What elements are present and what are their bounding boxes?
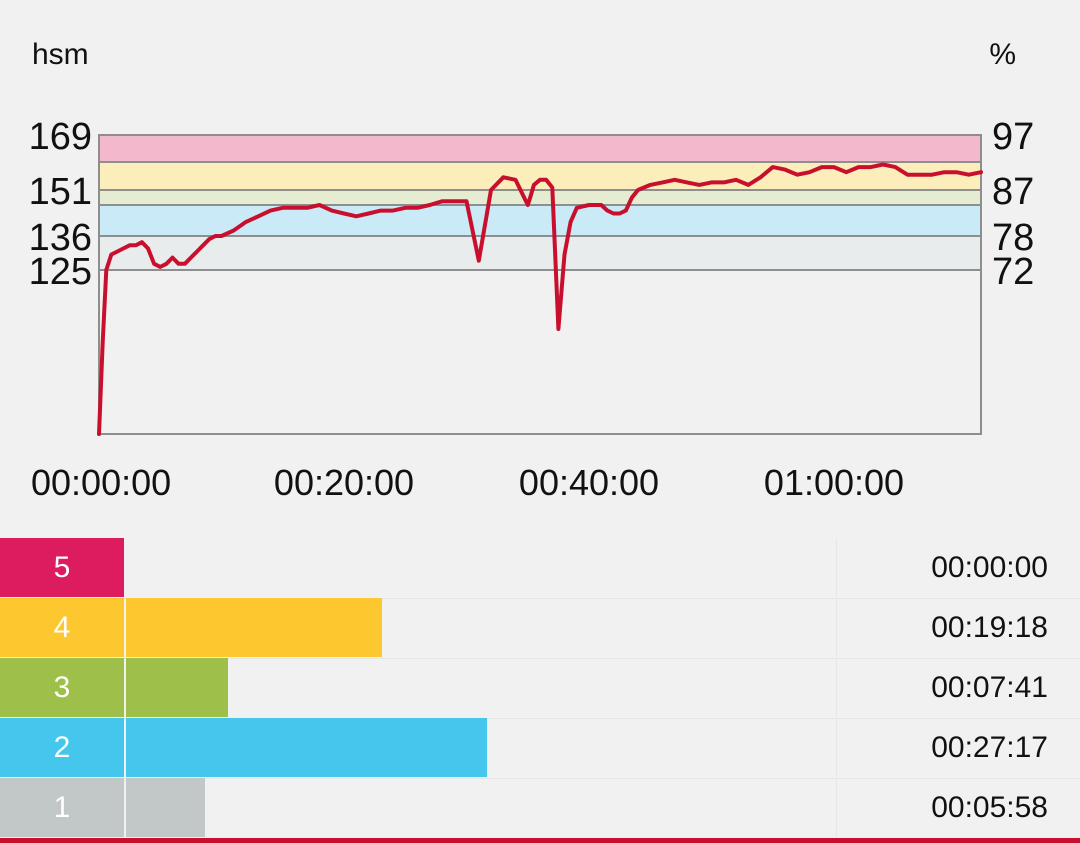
zone-duration-text: 00:05:58 (931, 790, 1048, 824)
zone-row-1: 1 00:05:58 (0, 778, 1080, 839)
left-tick-label: 169 (29, 116, 92, 158)
zone-number-label: 4 (0, 598, 124, 657)
right-tick-label: 97 (992, 116, 1034, 158)
zone-number-label: 1 (0, 778, 124, 837)
zone-number-label: 3 (0, 658, 124, 717)
zone5-band (99, 135, 981, 162)
x-tick-label: 00:00:00 (31, 462, 171, 503)
plot-frame (98, 134, 982, 435)
zone-duration-text: 00:07:41 (931, 670, 1048, 704)
zone-row-3: 3 00:07:41 (0, 658, 1080, 719)
column-divider (836, 658, 837, 717)
left-axis-unit-label: hsm (32, 38, 89, 71)
bottom-accent-line (0, 838, 1080, 843)
heart-rate-line (97, 162, 983, 436)
zone-duration-bar (126, 718, 488, 777)
column-divider (836, 598, 837, 657)
right-tick-label: 78 (992, 217, 1034, 259)
zone-number-label: 2 (0, 718, 124, 777)
zone-duration-text: 00:27:17 (931, 730, 1048, 764)
zone4-band (99, 162, 981, 190)
zone-duration-bar (126, 778, 206, 837)
zone-duration-bar (126, 598, 382, 657)
zone-row-4: 4 00:19:18 (0, 598, 1080, 659)
left-tick-label: 151 (29, 171, 92, 213)
zone-duration-text: 00:00:00 (931, 550, 1048, 584)
zone-summary-list: 5 00:00:00 4 00:19:18 3 00:07:41 2 00:27:17 1 00:… (0, 538, 1080, 839)
left-tick-label: 136 (29, 217, 92, 259)
zone-duration-bar (126, 658, 228, 717)
zone-row-5: 5 00:00:00 (0, 538, 1080, 599)
x-tick-label: 00:20:00 (274, 462, 414, 503)
column-divider (836, 718, 837, 777)
zone1-band (99, 236, 981, 270)
zone-row-2: 2 00:27:17 (0, 718, 1080, 779)
right-axis-unit-label: % (989, 38, 1016, 71)
left-tick-label: 125 (29, 251, 92, 293)
column-divider (836, 778, 837, 837)
right-tick-label: 87 (992, 171, 1034, 213)
zone-duration-text: 00:19:18 (931, 610, 1048, 644)
zone3-band (99, 190, 981, 205)
right-tick-label: 72 (992, 251, 1034, 293)
column-divider (836, 538, 837, 597)
x-tick-label: 00:40:00 (519, 462, 659, 503)
x-tick-label: 01:00:00 (764, 462, 904, 503)
zone-number-label: 5 (0, 538, 124, 597)
